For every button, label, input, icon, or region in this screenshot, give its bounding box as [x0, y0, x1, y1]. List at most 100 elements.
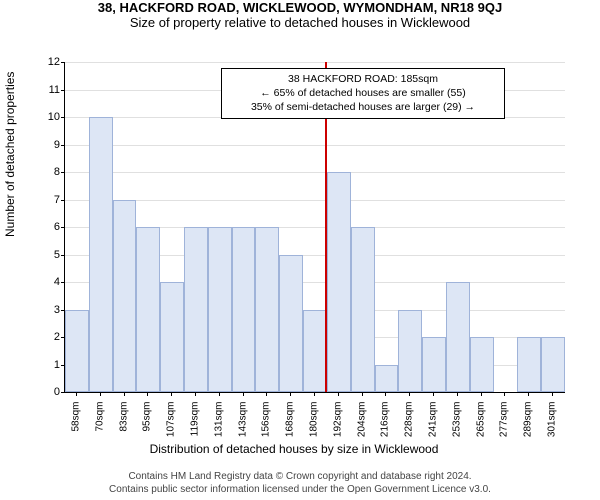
x-tick-mark [243, 392, 244, 396]
histogram-bar [89, 117, 113, 392]
y-tick-mark [61, 227, 65, 228]
x-tick-label: 131sqm [213, 402, 224, 452]
x-tick-label: 265sqm [475, 402, 486, 452]
y-gridline [65, 200, 565, 201]
x-tick-label: 156sqm [261, 402, 272, 452]
annotation-line3: 35% of semi-detached houses are larger (… [229, 100, 497, 114]
y-gridline [65, 172, 565, 173]
x-tick-mark [409, 392, 410, 396]
y-tick-mark [61, 62, 65, 63]
y-tick-label: 12 [38, 56, 60, 68]
histogram-bar [136, 227, 160, 392]
x-tick-mark [362, 392, 363, 396]
y-tick-label: 3 [38, 304, 60, 316]
x-tick-label: 180sqm [309, 402, 320, 452]
histogram-bar [208, 227, 232, 392]
y-tick-label: 7 [38, 194, 60, 206]
histogram-bar [375, 365, 399, 393]
x-tick-label: 253sqm [451, 402, 462, 452]
y-tick-label: 0 [38, 386, 60, 398]
x-tick-label: 289sqm [523, 402, 534, 452]
page-subtitle: Size of property relative to detached ho… [0, 15, 600, 30]
x-tick-mark [171, 392, 172, 396]
x-tick-label: 216sqm [380, 402, 391, 452]
y-tick-mark [61, 172, 65, 173]
y-tick-mark [61, 365, 65, 366]
x-tick-mark [290, 392, 291, 396]
x-tick-mark [481, 392, 482, 396]
x-tick-mark [76, 392, 77, 396]
x-tick-label: 192sqm [332, 402, 343, 452]
histogram-bar [255, 227, 279, 392]
x-tick-mark [314, 392, 315, 396]
y-tick-mark [61, 255, 65, 256]
x-tick-mark [124, 392, 125, 396]
x-tick-label: 119sqm [189, 402, 200, 452]
x-tick-label: 70sqm [94, 402, 105, 452]
y-tick-mark [61, 337, 65, 338]
x-tick-label: 168sqm [285, 402, 296, 452]
x-tick-label: 204sqm [356, 402, 367, 452]
x-tick-label: 241sqm [428, 402, 439, 452]
histogram-bar [160, 282, 184, 392]
histogram-bar [446, 282, 470, 392]
x-tick-label: 58sqm [70, 402, 81, 452]
y-tick-label: 1 [38, 359, 60, 371]
x-tick-mark [147, 392, 148, 396]
footer-line1: Contains HM Land Registry data © Crown c… [0, 470, 600, 483]
y-tick-mark [61, 117, 65, 118]
y-axis-label: Number of detached properties [3, 72, 17, 237]
histogram-bar [65, 310, 89, 393]
x-tick-mark [552, 392, 553, 396]
x-tick-label: 95sqm [142, 402, 153, 452]
y-tick-label: 4 [38, 276, 60, 288]
histogram-bar [184, 227, 208, 392]
histogram-bar [517, 337, 541, 392]
x-tick-mark [457, 392, 458, 396]
annotation-line1: 38 HACKFORD ROAD: 185sqm [229, 72, 497, 86]
x-tick-mark [528, 392, 529, 396]
histogram-bar [398, 310, 422, 393]
annotation-line2: ← 65% of detached houses are smaller (55… [229, 86, 497, 100]
x-tick-mark [433, 392, 434, 396]
x-tick-mark [338, 392, 339, 396]
y-tick-label: 5 [38, 249, 60, 261]
x-tick-mark [266, 392, 267, 396]
histogram-bar [113, 200, 137, 393]
histogram-bar [327, 172, 351, 392]
footer-line2: Contains public sector information licen… [0, 483, 600, 496]
y-tick-label: 11 [38, 84, 60, 96]
x-tick-mark [219, 392, 220, 396]
histogram-bar [232, 227, 256, 392]
histogram-bar [351, 227, 375, 392]
y-tick-mark [61, 145, 65, 146]
y-tick-label: 6 [38, 221, 60, 233]
histogram-bar [422, 337, 446, 392]
y-tick-label: 10 [38, 111, 60, 123]
y-tick-mark [61, 200, 65, 201]
y-gridline [65, 62, 565, 63]
y-tick-mark [61, 282, 65, 283]
histogram-bar [303, 310, 327, 393]
x-tick-mark [385, 392, 386, 396]
y-tick-label: 9 [38, 139, 60, 151]
x-tick-mark [100, 392, 101, 396]
histogram-bar [470, 337, 494, 392]
y-tick-mark [61, 310, 65, 311]
x-tick-mark [504, 392, 505, 396]
histogram-bar [279, 255, 303, 393]
x-tick-label: 107sqm [166, 402, 177, 452]
x-tick-label: 83sqm [118, 402, 129, 452]
x-tick-label: 301sqm [547, 402, 558, 452]
chart-plot-area: 38 HACKFORD ROAD: 185sqm ← 65% of detach… [64, 62, 565, 393]
x-tick-label: 143sqm [237, 402, 248, 452]
histogram-bar [541, 337, 565, 392]
x-tick-mark [195, 392, 196, 396]
y-tick-label: 2 [38, 331, 60, 343]
y-tick-mark [61, 392, 65, 393]
y-gridline [65, 145, 565, 146]
x-tick-label: 277sqm [499, 402, 510, 452]
annotation-box: 38 HACKFORD ROAD: 185sqm ← 65% of detach… [221, 68, 505, 119]
y-tick-label: 8 [38, 166, 60, 178]
footer-attribution: Contains HM Land Registry data © Crown c… [0, 470, 600, 496]
